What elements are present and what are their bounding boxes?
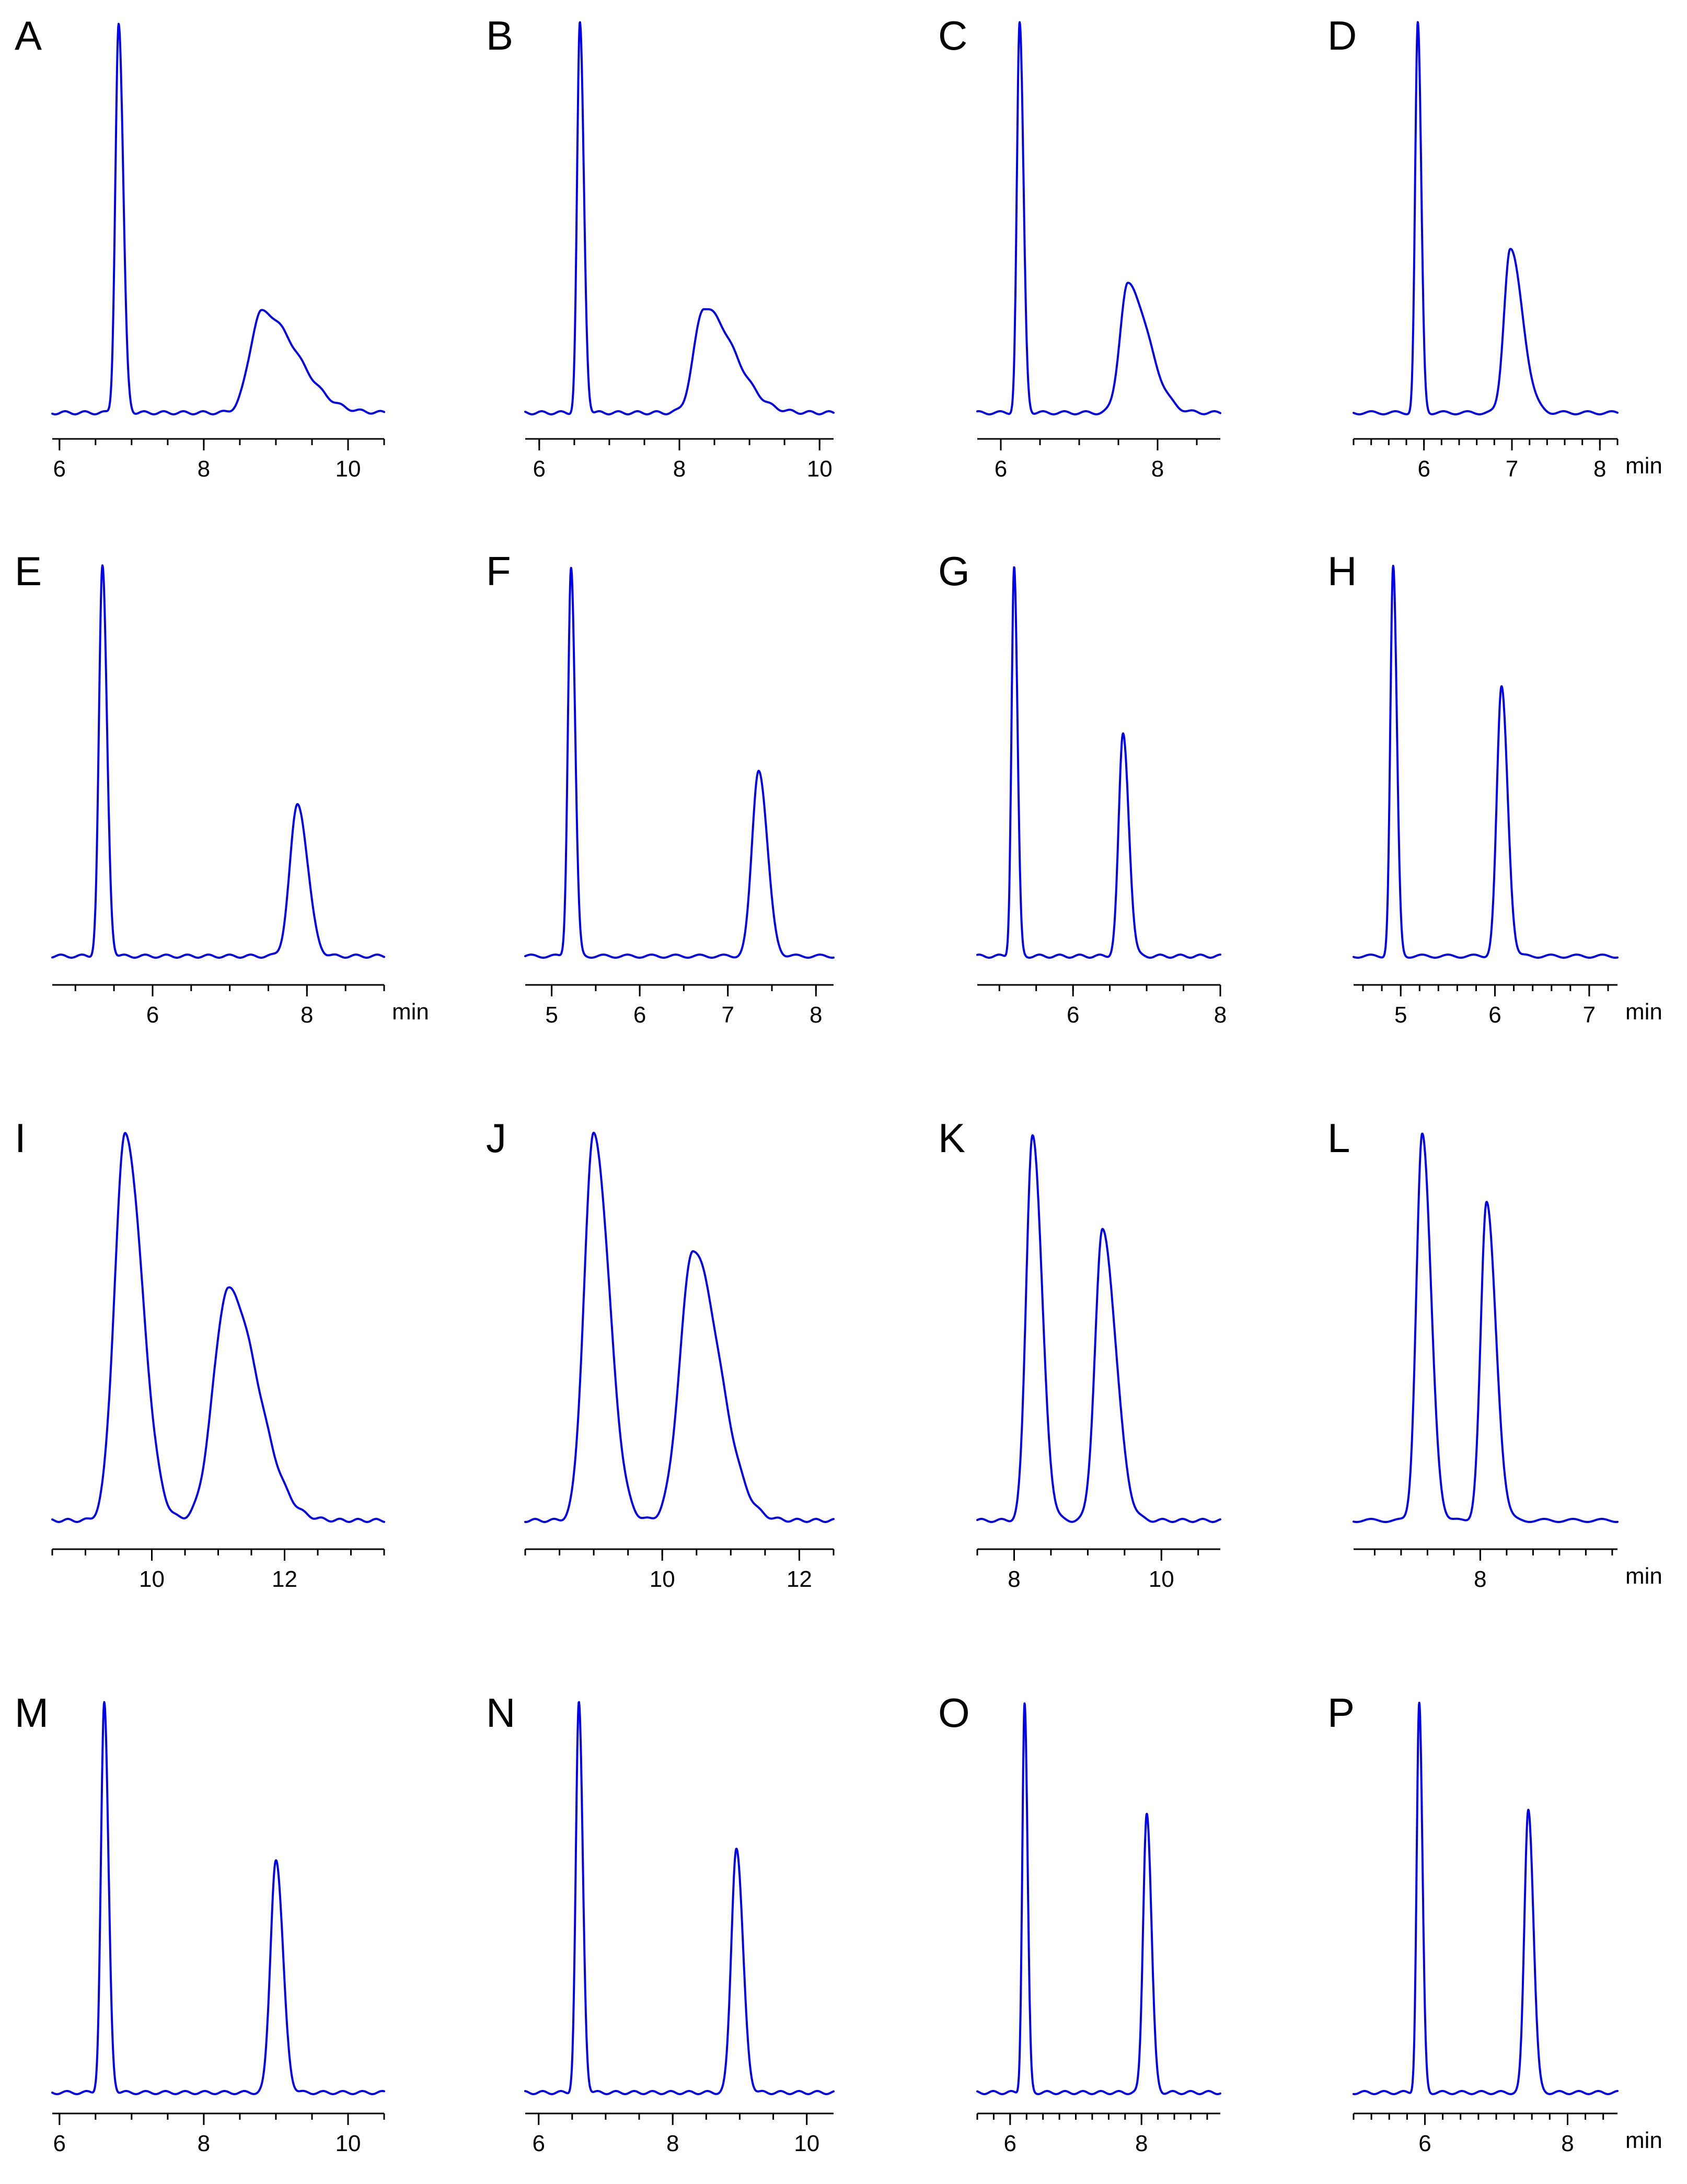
x-tick-label: 5 <box>1394 1002 1407 1028</box>
chromatogram-trace <box>51 1132 385 1523</box>
x-tick-label: 8 <box>198 456 210 482</box>
x-tick-label: 8 <box>1214 1002 1227 1028</box>
chromatogram-trace <box>51 564 385 959</box>
chromatogram-trace <box>976 1134 1221 1523</box>
x-tick-label: 8 <box>198 2131 210 2156</box>
panel-letter: L <box>1327 1115 1350 1161</box>
x-tick-label: 10 <box>336 2131 361 2156</box>
chromatogram-trace <box>524 1131 835 1523</box>
x-tick-label: 8 <box>673 456 686 482</box>
chromatogram-trace <box>976 1702 1221 2095</box>
panel-n: N 6 8 10 <box>486 1690 835 2156</box>
chromatogram-trace <box>976 566 1221 959</box>
x-tick-label: 8 <box>1151 456 1164 482</box>
x-tick-label: 6 <box>995 456 1007 482</box>
x-axis-unit-label: min <box>1625 1563 1662 1589</box>
chromatogram-trace <box>1353 21 1619 415</box>
x-tick-label: 8 <box>1474 1566 1486 1592</box>
x-tick-label: 6 <box>53 2131 66 2156</box>
x-tick-label: 7 <box>1583 1002 1596 1028</box>
x-tick-label: 10 <box>807 456 833 482</box>
x-tick-label: 6 <box>1004 2131 1016 2156</box>
x-tick-label: 7 <box>721 1002 734 1028</box>
x-axis-unit-label: min <box>1625 453 1662 479</box>
chromatogram-trace <box>524 21 835 415</box>
x-tick-label: 12 <box>272 1566 297 1592</box>
x-axis-unit-label: min <box>392 999 429 1025</box>
x-tick-label: 6 <box>532 2131 545 2156</box>
x-tick-label: 6 <box>146 1002 159 1028</box>
panel-p: P 6 8 min <box>1327 1690 1662 2156</box>
chromatogram-trace <box>524 566 835 959</box>
x-tick-label: 8 <box>301 1002 313 1028</box>
panel-d: D 6 7 8 min <box>1327 13 1662 482</box>
chromatogram-trace <box>51 22 385 415</box>
x-tick-label: 7 <box>1506 456 1518 482</box>
panel-f: F 5 6 7 8 <box>486 548 835 1028</box>
panel-h: H 5 6 7 min <box>1327 548 1662 1028</box>
x-tick-label: 8 <box>1593 456 1606 482</box>
panel-letter: E <box>15 548 42 594</box>
panel-o: O 6 8 <box>938 1690 1221 2156</box>
panel-grid: A 6 8 10 B 6 8 10 C 6 8 D 6 7 8 min E 6 8 min F 5 6 7 8 G 6 8 H 5 6 7 mi… <box>15 13 1662 2156</box>
panel-letter: H <box>1327 548 1357 594</box>
x-tick-label: 6 <box>633 1002 646 1028</box>
panel-letter: M <box>15 1690 49 1736</box>
panel-k: K 8 10 <box>938 1115 1221 1592</box>
panel-letter: A <box>15 13 42 59</box>
x-tick-label: 6 <box>1067 1002 1079 1028</box>
x-tick-label: 6 <box>53 456 66 482</box>
chromatogram-trace <box>1353 1132 1619 1523</box>
chromatogram-trace <box>976 21 1221 415</box>
x-tick-label: 8 <box>1135 2131 1148 2156</box>
x-tick-label: 10 <box>650 1566 675 1592</box>
x-tick-label: 8 <box>1561 2131 1574 2156</box>
x-tick-label: 8 <box>1008 1566 1020 1592</box>
panel-b: B 6 8 10 <box>486 13 835 482</box>
x-tick-label: 10 <box>1149 1566 1174 1592</box>
chromatogram-trace <box>1353 564 1619 959</box>
panel-l: L 8 min <box>1327 1115 1662 1592</box>
x-tick-label: 5 <box>545 1002 558 1028</box>
x-tick-label: 8 <box>666 2131 679 2156</box>
panel-letter: N <box>486 1690 515 1736</box>
panel-j: J 10 12 <box>486 1115 835 1592</box>
chromatogram-trace <box>51 1701 385 2095</box>
chromatogram-trace <box>524 1701 835 2095</box>
panel-letter: J <box>486 1115 506 1161</box>
panel-letter: O <box>938 1690 970 1736</box>
x-tick-label: 10 <box>139 1566 165 1592</box>
x-tick-label: 8 <box>810 1002 822 1028</box>
x-tick-label: 10 <box>794 2131 819 2156</box>
panel-a: A 6 8 10 <box>15 13 385 482</box>
x-tick-label: 6 <box>1488 1002 1501 1028</box>
panel-m: M 6 8 10 <box>15 1690 385 2156</box>
panel-g: G 6 8 <box>938 548 1227 1028</box>
x-tick-label: 6 <box>1417 456 1430 482</box>
panel-letter: P <box>1327 1690 1355 1736</box>
x-axis-unit-label: min <box>1625 999 1662 1025</box>
panel-letter: C <box>938 13 967 59</box>
panel-letter: K <box>938 1115 965 1161</box>
x-tick-label: 6 <box>533 456 546 482</box>
panel-letter: F <box>486 548 511 594</box>
x-axis-unit-label: min <box>1625 2128 1662 2153</box>
x-tick-label: 6 <box>1418 2131 1431 2156</box>
panel-i: I 10 12 <box>15 1115 385 1592</box>
panel-c: C 6 8 <box>938 13 1221 482</box>
chromatogram-trace <box>1353 1702 1619 2095</box>
x-tick-label: 12 <box>787 1566 812 1592</box>
panel-letter: I <box>15 1115 26 1161</box>
x-tick-label: 10 <box>336 456 361 482</box>
panel-letter: B <box>486 13 513 59</box>
panel-e: E 6 8 min <box>15 548 429 1028</box>
panel-letter: G <box>938 548 970 594</box>
panel-letter: D <box>1327 13 1357 59</box>
